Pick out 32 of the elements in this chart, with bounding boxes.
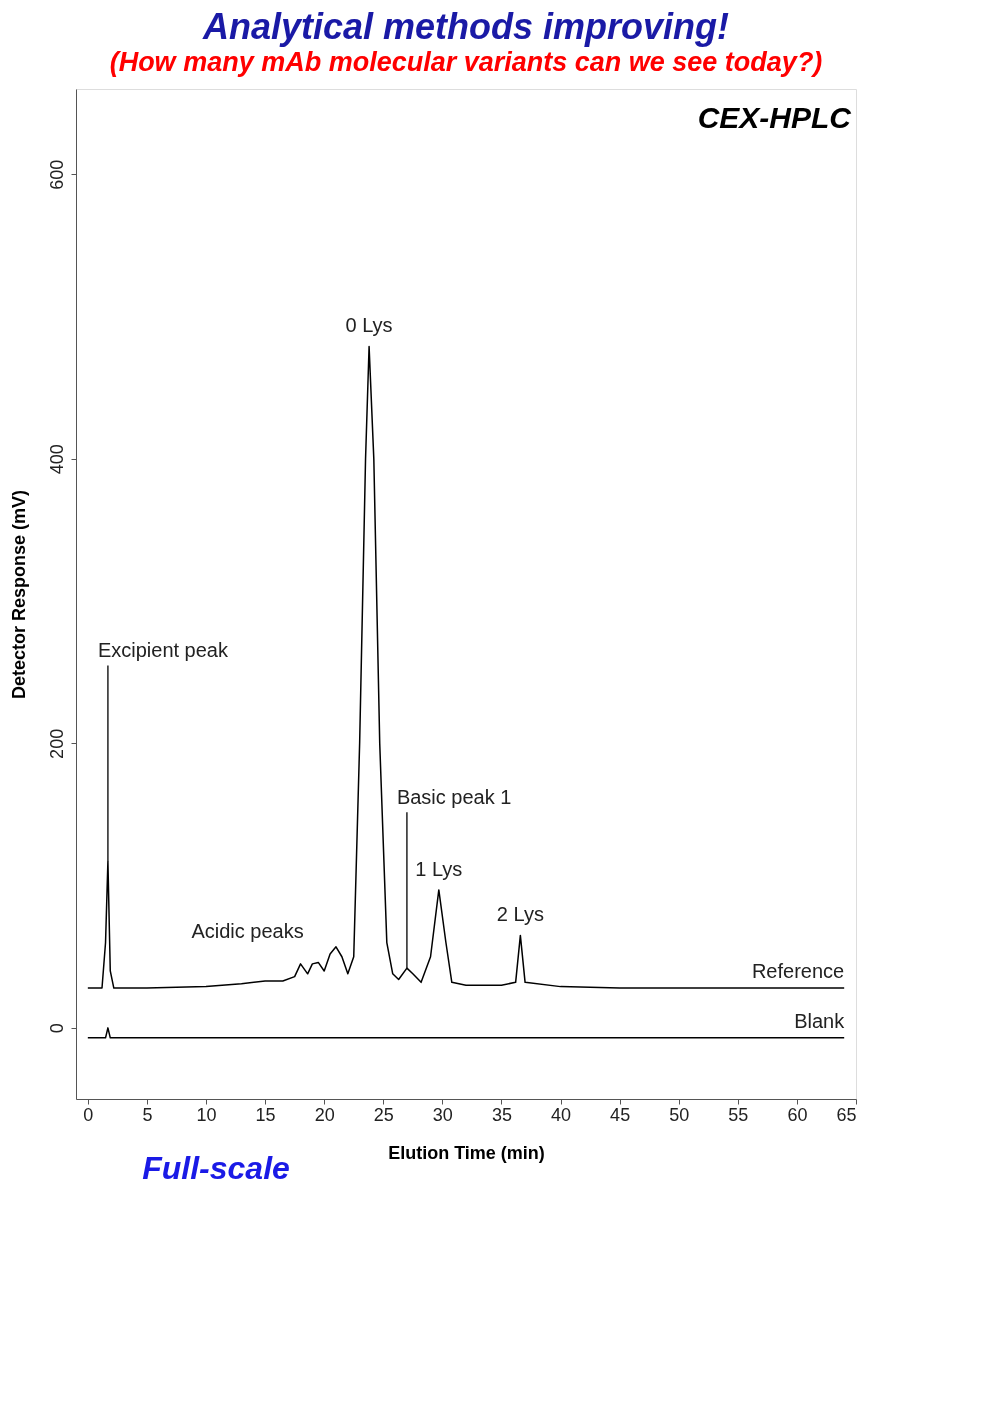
annotation: Excipient peak [97, 639, 229, 662]
x-tick-label: 25 [373, 1104, 394, 1125]
x-tick-label: 55 [728, 1104, 749, 1125]
text: Full-scale [142, 1150, 290, 1186]
annotation: 1 Lys [415, 857, 463, 880]
annotation: Acidic peaks [191, 920, 304, 943]
annotation: Basic peak 1 [396, 786, 512, 809]
x-tick-label: 15 [255, 1104, 276, 1125]
chart-subtitle: (How many mAb molecular variants can we see today?) [109, 47, 823, 77]
x-tick-label: 35 [491, 1104, 512, 1125]
annotation: CEX-HPLC [697, 101, 853, 134]
x-tick-label: 10 [196, 1104, 217, 1125]
annotation: 0 Lys [345, 314, 393, 337]
series-label: Blank [794, 1009, 846, 1032]
x-tick-label: 5 [142, 1104, 153, 1125]
y-axis-title: Detector Response (mV) [8, 489, 29, 700]
y-tick-label: 400 [46, 444, 67, 475]
chart-title: Analytical methods improving! [201, 6, 730, 47]
series-label: Reference [751, 960, 845, 983]
x-tick-label: 30 [432, 1104, 453, 1125]
x-tick-label: 45 [610, 1104, 631, 1125]
y-tick-label: 200 [46, 728, 67, 759]
annotation: 2 Lys [496, 903, 544, 926]
x-tick-label: 0 [83, 1104, 94, 1125]
x-axis-title: Elution Time (min) [388, 1142, 545, 1163]
x-tick-label: 60 [787, 1104, 808, 1125]
y-tick-label: 600 [46, 159, 67, 190]
x-tick-label: 20 [314, 1104, 335, 1125]
x-tick-label: 65 [836, 1104, 857, 1125]
y-tick-label: 0 [46, 1023, 67, 1034]
x-tick-label: 50 [669, 1104, 690, 1125]
x-tick-label: 40 [551, 1104, 572, 1125]
